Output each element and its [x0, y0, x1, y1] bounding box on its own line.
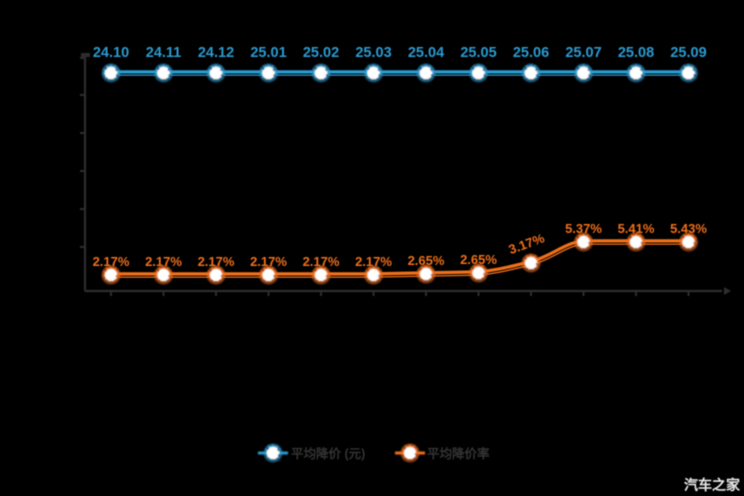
svg-text:5.43%: 5.43% [670, 221, 707, 236]
svg-text:平均降价 (元): 平均降价 (元) [291, 446, 365, 461]
svg-text:2.65%: 2.65% [408, 253, 445, 268]
svg-text:2.17%: 2.17% [93, 254, 130, 269]
svg-text:25.09: 25.09 [670, 45, 706, 61]
svg-text:25.06: 25.06 [513, 45, 549, 61]
svg-text:24.11: 24.11 [146, 45, 182, 61]
svg-text:2.17%: 2.17% [303, 254, 340, 269]
svg-text:24.12: 24.12 [198, 45, 234, 61]
svg-text:5.41%: 5.41% [618, 221, 655, 236]
svg-text:2.17%: 2.17% [355, 254, 392, 269]
svg-text:25.04: 25.04 [408, 45, 444, 61]
svg-text:2.17%: 2.17% [250, 254, 287, 269]
svg-text:5.37%: 5.37% [565, 221, 602, 236]
svg-text:25.05: 25.05 [460, 45, 496, 61]
svg-text:24.10: 24.10 [93, 45, 129, 61]
svg-text:25.07: 25.07 [565, 45, 601, 61]
svg-text:平均降价率: 平均降价率 [427, 446, 490, 461]
svg-text:2.65%: 2.65% [460, 252, 497, 267]
svg-text:25.03: 25.03 [355, 45, 391, 61]
svg-text:3.17%: 3.17% [507, 230, 547, 257]
svg-text:25.01: 25.01 [250, 45, 286, 61]
svg-text:2.17%: 2.17% [145, 254, 182, 269]
svg-text:25.08: 25.08 [618, 45, 654, 61]
svg-text:25.02: 25.02 [303, 45, 339, 61]
svg-text:2.17%: 2.17% [198, 254, 235, 269]
svg-text:汽车之家: 汽车之家 [684, 477, 741, 493]
